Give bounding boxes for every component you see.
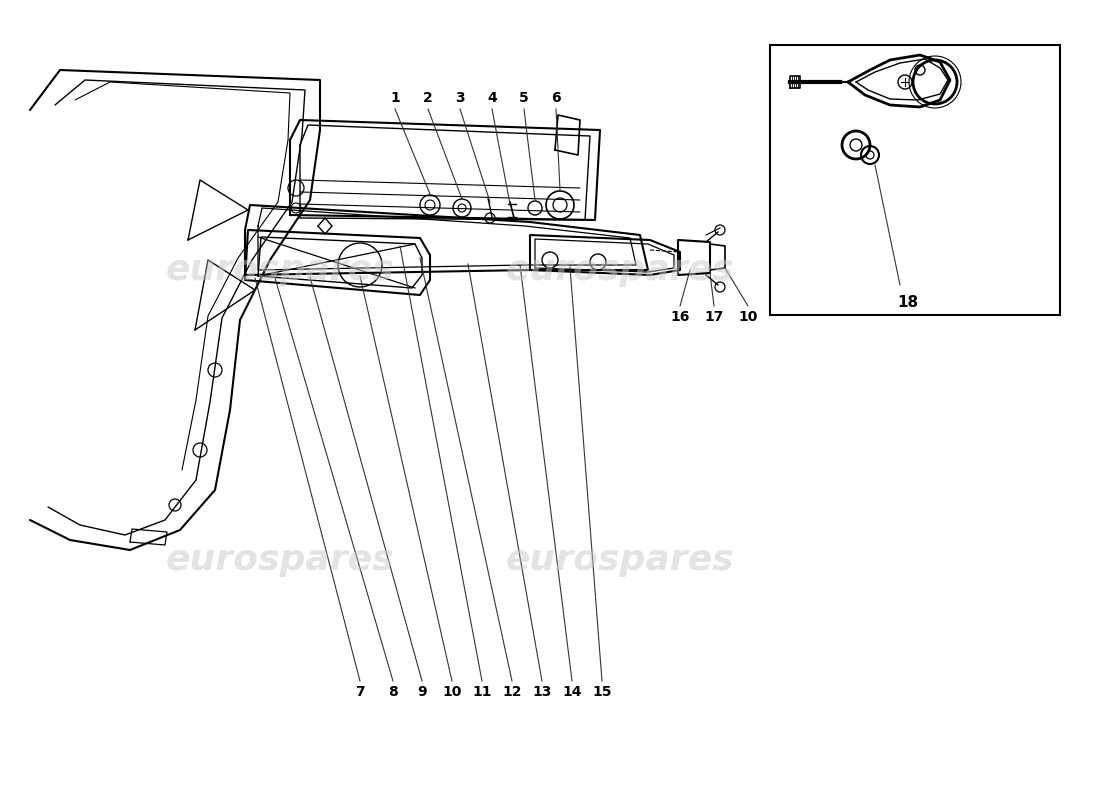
Text: 11: 11 (472, 685, 492, 699)
Text: 2: 2 (424, 91, 433, 105)
FancyBboxPatch shape (770, 45, 1060, 315)
Text: 4: 4 (487, 91, 497, 105)
Text: 3: 3 (455, 91, 465, 105)
Text: 16: 16 (670, 310, 690, 324)
Text: eurospares: eurospares (166, 543, 394, 577)
Text: 17: 17 (704, 310, 724, 324)
Text: 7: 7 (355, 685, 365, 699)
Text: eurospares: eurospares (166, 253, 394, 287)
Text: eurospares: eurospares (506, 543, 735, 577)
Text: 14: 14 (562, 685, 582, 699)
Text: 12: 12 (503, 685, 521, 699)
Text: 8: 8 (388, 685, 398, 699)
Text: 10: 10 (738, 310, 758, 324)
Text: 18: 18 (898, 295, 918, 310)
Text: 15: 15 (592, 685, 612, 699)
Text: 9: 9 (417, 685, 427, 699)
Text: 5: 5 (519, 91, 529, 105)
Text: 1: 1 (390, 91, 400, 105)
Text: 6: 6 (551, 91, 561, 105)
Text: 13: 13 (532, 685, 552, 699)
Text: eurospares: eurospares (506, 253, 735, 287)
Text: 10: 10 (442, 685, 462, 699)
